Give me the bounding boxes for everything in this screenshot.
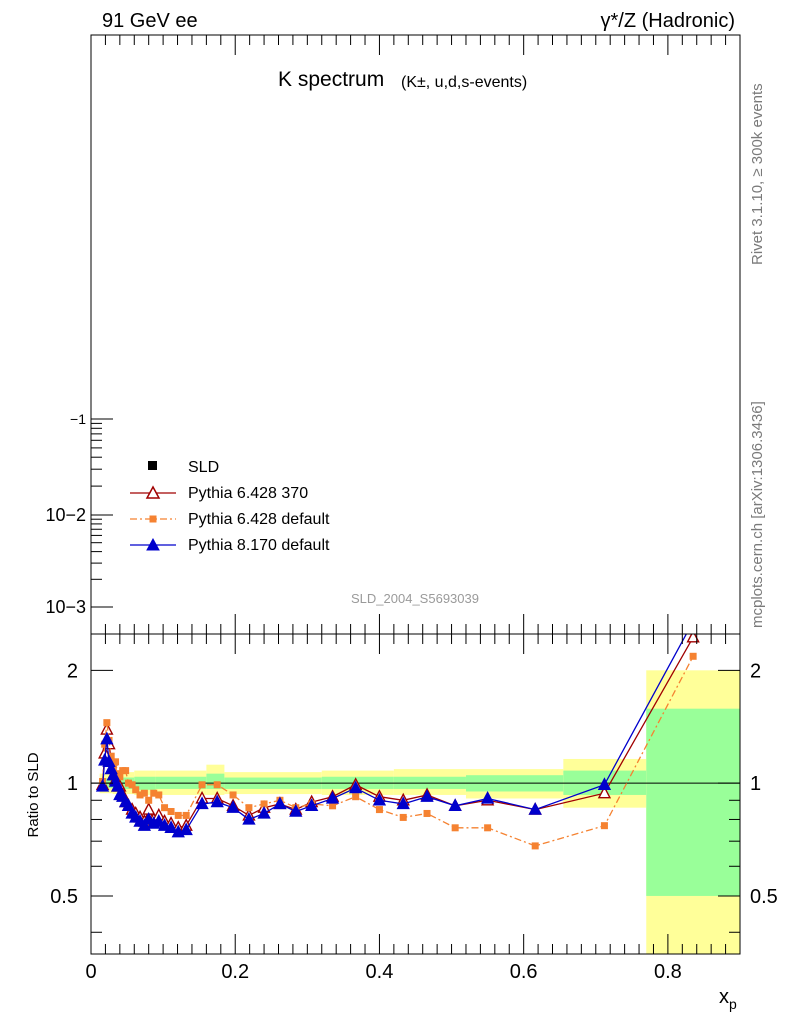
- ratio-ytick-label-left-0: 0.5: [50, 886, 78, 908]
- series-2-point-37: [480, 790, 495, 804]
- series-2-point-39: [597, 777, 612, 790]
- series-2-point-36: [448, 798, 462, 811]
- series-1-point-15: [140, 789, 148, 797]
- series-1-point-17: [150, 789, 158, 797]
- series-1-point-20: [167, 808, 175, 816]
- x-axis-label-sub: p: [729, 996, 737, 1012]
- series-0-point-39: [597, 785, 612, 799]
- series-2-point-29: [289, 804, 303, 817]
- legend-marker-sld: [148, 461, 157, 470]
- series-1-point-39: [600, 822, 608, 830]
- main-ytick-label-1: −1: [70, 411, 86, 427]
- xtick-label-4: 0.8: [654, 961, 682, 983]
- xtick-label-0: 0: [85, 961, 96, 983]
- legend-label-sld: SLD: [188, 459, 219, 476]
- series-1-point-12: [128, 781, 136, 789]
- series-2-point-31: [325, 790, 340, 804]
- analysis-watermark: SLD_2004_S5693039: [351, 591, 479, 606]
- series-2-point-38: [528, 802, 542, 815]
- series-2-point-33: [372, 792, 387, 806]
- series-2-point-34: [396, 796, 410, 810]
- series-1-point-4: [107, 752, 115, 760]
- header-energy-label: 91 GeV ee: [102, 10, 198, 32]
- series-1-point-16: [145, 796, 153, 804]
- legend-label-pythia6-default: Pythia 6.428 default: [188, 511, 330, 528]
- series-1-point-37: [484, 824, 492, 832]
- series-2-point-7: [111, 778, 125, 792]
- series-2-point-18: [152, 813, 166, 827]
- series-1-point-13: [132, 786, 140, 794]
- series-1-point-40: [689, 652, 697, 660]
- series-0-point-40: [686, 634, 700, 643]
- legend-marker-pythia6-370: [145, 485, 161, 499]
- legend-marker-pythia6-default: [149, 515, 157, 523]
- series-1-point-6: [112, 758, 120, 766]
- x-axis-label: xp: [719, 986, 737, 1012]
- chart-title: K spectrum: [278, 68, 384, 91]
- series-1-point-24: [213, 781, 221, 789]
- legend-label-pythia8-default: Pythia 8.170 default: [188, 537, 330, 554]
- series-1-point-26: [245, 804, 253, 812]
- series-2-point-35: [420, 789, 434, 802]
- series-1-point-11: [124, 779, 132, 787]
- series-1-point-10: [122, 767, 130, 775]
- ratio-axes: 0.5 0.5 1 1 2 2 0 0.2 0.4 0.6 0.8: [50, 35, 778, 983]
- series-1-point-2: [103, 719, 111, 727]
- ratio-series: [95, 634, 700, 850]
- xtick-label-1: 0.2: [221, 961, 249, 983]
- series-1-point-19: [161, 804, 169, 812]
- series-1-point-27: [260, 800, 268, 808]
- main-ytick-label-3: 10−3: [45, 597, 86, 617]
- series-1-point-8: [116, 773, 124, 781]
- series-1-point-35: [423, 809, 431, 817]
- series-2-point-15: [137, 818, 152, 831]
- series-2-point-2: [100, 731, 114, 745]
- x-axis-label-main: x: [719, 986, 729, 1008]
- legend-marker-pythia8-default: [146, 537, 160, 551]
- series-1-point-38: [531, 842, 539, 850]
- series-2-point-26: [242, 811, 256, 825]
- series-2-point-22: [179, 822, 193, 836]
- series-2-point-25: [226, 800, 240, 813]
- series-1-point-25: [229, 791, 237, 799]
- series-2-point-27: [257, 805, 271, 819]
- series-1-point-21: [174, 811, 182, 819]
- series-2-point-20: [164, 820, 178, 833]
- ratio-ytick-label-left-1: 1: [67, 773, 78, 795]
- series-1-point-18: [155, 791, 163, 799]
- series-1-point-22: [182, 811, 190, 819]
- series-1-point-33: [375, 806, 383, 814]
- series-2-point-23: [195, 796, 209, 810]
- ratio-panel-frame: [90, 633, 741, 955]
- legend-label-pythia6-370: Pythia 6.428 370: [188, 485, 308, 502]
- xtick-label-3: 0.6: [510, 961, 538, 983]
- band-inner-10: [646, 708, 740, 896]
- xtick-label-2: 0.4: [366, 961, 394, 983]
- series-1-point-36: [451, 824, 459, 832]
- ratio-ytick-label-right-1: 1: [750, 773, 761, 795]
- series-2-point-30: [305, 798, 319, 811]
- mcplots-credit-label: mcplots.cern.ch [arXiv:1306.3436]: [749, 401, 766, 628]
- series-2-point-24: [210, 794, 224, 808]
- ratio-ytick-label-right-2: 2: [750, 660, 761, 682]
- legend: SLD Pythia 6.428 370 Pythia 6.428 defaul…: [130, 459, 330, 554]
- ratio-ytick-label-right-0: 0.5: [750, 886, 778, 908]
- main-ytick-label-2: 10−2: [45, 505, 86, 525]
- series-1-point-32: [352, 793, 360, 801]
- series-2-point-0: [95, 778, 110, 792]
- ratio-ytick-label-left-2: 2: [67, 660, 78, 682]
- series-1-point-34: [399, 813, 407, 821]
- series-2-point-32: [348, 780, 363, 794]
- uncertainty-bands: [99, 670, 740, 954]
- series-1-point-23: [198, 781, 206, 789]
- series-1-point-31: [329, 802, 337, 810]
- series-1-point-14: [136, 791, 144, 799]
- rivet-version-label: Rivet 3.1.10, ≥ 300k events: [749, 83, 766, 265]
- header-process-label: γ*/Z (Hadronic): [601, 10, 735, 32]
- chart-subtitle: (K±, u,d,s-events): [401, 74, 527, 91]
- main-y-axis: [91, 418, 113, 608]
- ratio-ylabel: Ratio to SLD: [25, 752, 42, 837]
- series-2-point-28: [273, 796, 287, 810]
